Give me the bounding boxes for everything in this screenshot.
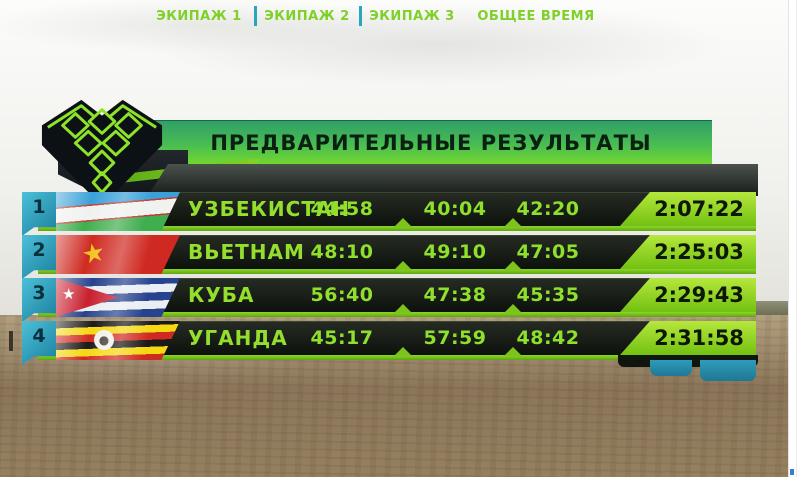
crew3-time: 42:20 <box>516 198 580 220</box>
flag-sheen <box>56 321 180 360</box>
bottom-tab <box>700 360 756 381</box>
cell-notch <box>504 261 522 270</box>
column-crew1: ЭКИПАЖ 1 <box>156 8 242 24</box>
crew2-time: 57:59 <box>423 327 487 349</box>
column-header-band <box>148 164 758 196</box>
cuba-flag: ★ <box>56 278 180 317</box>
row-underline <box>38 269 756 274</box>
cell-notch <box>394 347 412 356</box>
results-title-bar: ПРЕДВАРИТЕЛЬНЫЕ РЕЗУЛЬТАТЫ <box>150 120 712 165</box>
row-underline <box>38 226 756 231</box>
uganda-flag: ● <box>56 321 180 360</box>
row-underline <box>38 312 756 317</box>
cell-notch <box>394 218 412 227</box>
table-row: 1 УЗБЕКИСТАН 44:58 40:04 42:20 2:07:22 <box>0 192 800 236</box>
crew3-time: 47:05 <box>516 241 580 263</box>
crew1-time: 56:40 <box>310 284 374 306</box>
table-row: 4 ● УГАНДА 45:17 57:59 48:42 2:31:58 <box>0 321 800 365</box>
field-post <box>9 331 13 351</box>
column-separator <box>359 6 362 26</box>
cell-notch <box>394 304 412 313</box>
crew2-time: 40:04 <box>423 198 487 220</box>
flag-sheen <box>56 278 180 317</box>
column-crew3: ЭКИПАЖ 3 <box>369 8 455 24</box>
cell-notch <box>504 347 522 356</box>
table-row: 2 ★ ВЬЕТНАМ 48:10 49:10 47:05 2:25:03 <box>0 235 800 279</box>
table-row: 3 ★ КУБА 56:40 47:38 45:35 2:29:43 <box>0 278 800 322</box>
uzbekistan-flag <box>56 192 180 231</box>
country-name: ВЬЕТНАМ <box>188 240 305 264</box>
column-separator <box>254 6 257 26</box>
army-games-emblem-icon <box>41 99 163 207</box>
crew3-time: 45:35 <box>516 284 580 306</box>
country-name: УГАНДА <box>188 326 288 350</box>
corner-dot <box>790 469 794 475</box>
crew2-time: 49:10 <box>423 241 487 263</box>
cell-notch <box>504 304 522 313</box>
crew2-time: 47:38 <box>423 284 487 306</box>
edge-line <box>796 0 797 477</box>
bottom-tab <box>650 360 692 376</box>
row-underline <box>38 355 756 360</box>
column-total-time: ОБЩЕЕ ВРЕМЯ <box>477 8 595 24</box>
cell-notch <box>504 218 522 227</box>
country-name: УЗБЕКИСТАН <box>188 197 351 221</box>
crew1-time: 45:17 <box>310 327 374 349</box>
flag-sheen <box>56 192 180 231</box>
cell-notch <box>394 261 412 270</box>
crew1-time: 48:10 <box>310 241 374 263</box>
right-margin <box>788 0 800 477</box>
country-name: КУБА <box>188 283 255 307</box>
page-title: ПРЕДВАРИТЕЛЬНЫЕ РЕЗУЛЬТАТЫ <box>210 130 652 155</box>
vietnam-flag: ★ <box>56 235 180 274</box>
column-crew2: ЭКИПАЖ 2 <box>264 8 350 24</box>
flag-sheen <box>56 235 180 274</box>
crew3-time: 48:42 <box>516 327 580 349</box>
crew1-time: 44:58 <box>310 198 374 220</box>
